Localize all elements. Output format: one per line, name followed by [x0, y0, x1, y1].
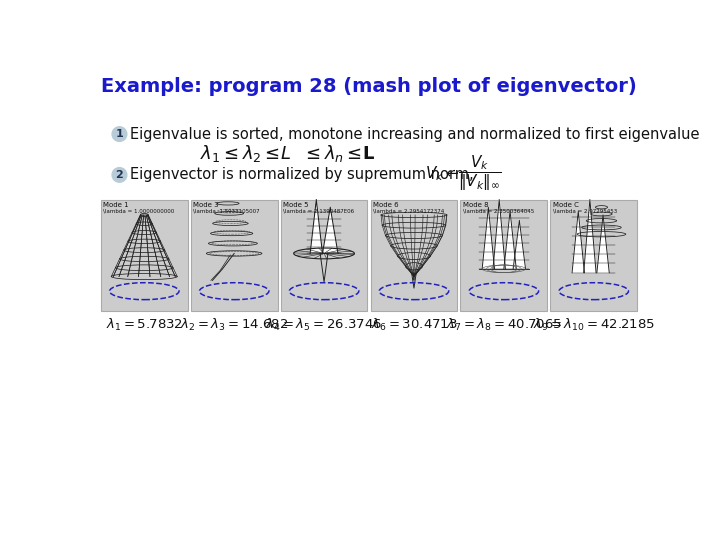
Bar — [550, 200, 637, 311]
Bar — [371, 200, 457, 311]
Text: Example: program 28 (mash plot of eigenvector): Example: program 28 (mash plot of eigenv… — [101, 77, 637, 96]
Text: Mode 5: Mode 5 — [283, 202, 308, 208]
Text: \lambda = 2.3500364045: \lambda = 2.3500364045 — [463, 209, 534, 214]
Text: \lambda = 2.2954172374: \lambda = 2.2954172374 — [373, 209, 444, 214]
Polygon shape — [504, 211, 516, 269]
Polygon shape — [597, 215, 609, 273]
Text: $\lambda_7 = \lambda_8 = 40.7065$: $\lambda_7 = \lambda_8 = 40.7065$ — [446, 318, 562, 334]
Polygon shape — [493, 200, 505, 269]
Text: 2: 2 — [116, 170, 123, 180]
Text: Mode 6: Mode 6 — [373, 202, 398, 208]
Text: Mode 1: Mode 1 — [103, 202, 129, 208]
Text: $\lambda_1 \leq \lambda_2 \leq\!L\ \ \leq \lambda_n \leq\!\mathbf{L}$: $\lambda_1 \leq \lambda_2 \leq\!L\ \ \le… — [200, 143, 375, 164]
Text: $\lambda_9 = \lambda_{10} = 42.2185$: $\lambda_9 = \lambda_{10} = 42.2185$ — [533, 318, 655, 334]
Text: $\lambda_2 = \lambda_3 = 14.682$: $\lambda_2 = \lambda_3 = 14.682$ — [180, 318, 288, 334]
Text: $\lambda_6 = 30.4713$: $\lambda_6 = 30.4713$ — [371, 318, 457, 334]
Polygon shape — [482, 207, 495, 269]
Polygon shape — [310, 200, 323, 253]
Text: Mode 8: Mode 8 — [463, 202, 488, 208]
Bar — [281, 200, 367, 311]
Text: Eigenvector is normalized by supremum norm,: Eigenvector is normalized by supremum no… — [130, 167, 474, 183]
Text: Mode 3: Mode 3 — [193, 202, 219, 208]
Bar — [461, 200, 547, 311]
Text: \lambda  1.5933105007: \lambda 1.5933105007 — [193, 209, 260, 214]
Text: $\lambda_1 = 5.7832$: $\lambda_1 = 5.7832$ — [106, 318, 183, 334]
Polygon shape — [584, 200, 596, 273]
Polygon shape — [572, 211, 585, 273]
Text: $V_k \leftarrow$: $V_k \leftarrow$ — [425, 164, 459, 183]
Text: 1: 1 — [116, 129, 123, 139]
Text: Mode C: Mode C — [553, 202, 579, 208]
Polygon shape — [323, 207, 338, 253]
Text: \lambda = 2.97295453: \lambda = 2.97295453 — [553, 209, 617, 214]
Text: $\dfrac{V_k}{\|V_k\|_\infty}$: $\dfrac{V_k}{\|V_k\|_\infty}$ — [458, 154, 502, 193]
Text: Eigenvalue is sorted, monotone increasing and normalized to first eigenvalue: Eigenvalue is sorted, monotone increasin… — [130, 126, 700, 141]
Text: $\lambda_4 = \lambda_5 = 26.3746$: $\lambda_4 = \lambda_5 = 26.3746$ — [266, 318, 382, 334]
Circle shape — [112, 167, 127, 182]
Bar — [101, 200, 188, 311]
Text: \lambda = 2.1390487E06: \lambda = 2.1390487E06 — [283, 209, 354, 214]
Bar — [191, 200, 277, 311]
Polygon shape — [513, 220, 526, 269]
Circle shape — [112, 127, 127, 141]
Text: \lambda = 1.0000000000: \lambda = 1.0000000000 — [103, 209, 174, 214]
